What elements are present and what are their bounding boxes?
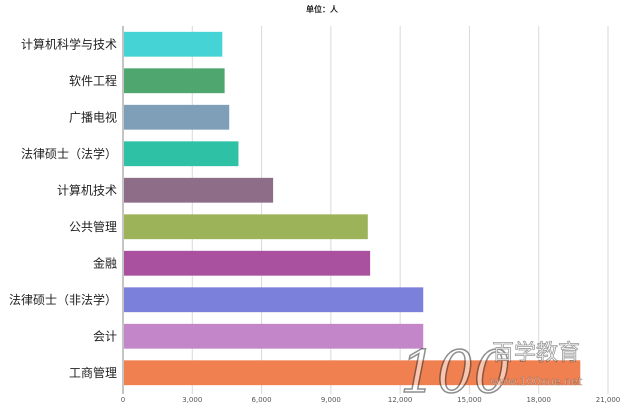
x-tick-label: 9,000	[321, 396, 341, 404]
bar	[124, 104, 230, 130]
x-tick-label: 6,000	[252, 396, 272, 404]
x-tick-label: 0	[121, 396, 125, 404]
category-label: 计算机技术	[57, 182, 117, 197]
bar	[124, 177, 274, 203]
bar	[124, 31, 223, 57]
x-tick-label: 21,000	[596, 396, 621, 404]
watermark: 100 百学教育 www.100xue.net	[399, 337, 583, 407]
bar	[124, 141, 239, 167]
category-label: 计算机科学与技术	[21, 36, 117, 51]
category-label: 公共管理	[69, 219, 117, 234]
bar	[124, 323, 424, 349]
category-label: 金融	[93, 255, 117, 270]
watermark-logo: 100	[400, 338, 511, 406]
bar	[124, 287, 424, 313]
x-tick-label: 18,000	[526, 396, 551, 404]
bar	[124, 68, 225, 94]
x-tick-labels: 0 3,000 6,000 9,000 12,000 15,000 18,000 21,000	[121, 396, 620, 404]
bar	[124, 250, 371, 276]
category-label: 法律硕士（非法学）	[9, 292, 117, 307]
category-label: 软件工程	[69, 73, 117, 88]
bar	[124, 214, 368, 240]
x-tick-label: 3,000	[182, 396, 202, 404]
x-tick-label: 15,000	[457, 396, 482, 404]
bar	[124, 360, 581, 386]
x-tick-label: 12,000	[388, 396, 413, 404]
category-label: 广播电视	[69, 109, 117, 124]
unit-label: 单位：人	[306, 4, 339, 14]
category-label: 法律硕士（法学）	[21, 146, 117, 161]
watermark-brand: 百学教育	[492, 341, 580, 366]
watermark-url: www.100xue.net	[490, 375, 583, 388]
category-label: 工商管理	[69, 365, 117, 380]
bars	[124, 31, 581, 386]
category-label: 会计	[93, 329, 117, 343]
